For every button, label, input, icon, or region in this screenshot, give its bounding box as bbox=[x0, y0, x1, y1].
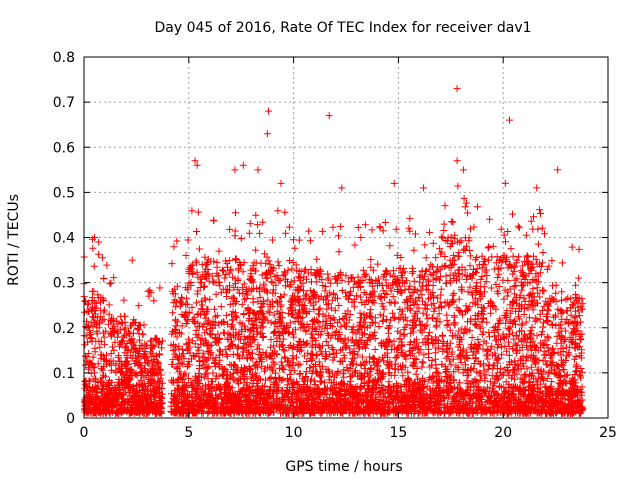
data-point-outlier bbox=[453, 157, 461, 165]
data-point-outlier bbox=[90, 234, 98, 241]
data-point-outlier bbox=[533, 184, 541, 192]
data-point-outlier bbox=[277, 179, 285, 187]
y-tick-label: 0.1 bbox=[53, 366, 75, 382]
data-point-outlier bbox=[239, 161, 247, 169]
x-tick-label: 15 bbox=[389, 425, 407, 441]
data-points bbox=[80, 85, 587, 417]
data-point-outlier bbox=[254, 166, 262, 174]
data-point-outlier bbox=[453, 85, 461, 93]
y-tick-label: 0.6 bbox=[53, 140, 75, 156]
y-tick-label: 0.3 bbox=[53, 276, 75, 292]
chart-title: Day 045 of 2016, Rate Of TEC Index for r… bbox=[154, 20, 531, 36]
data-point-outlier bbox=[575, 274, 583, 282]
data-point-outlier bbox=[193, 161, 201, 169]
axes-layer: 0 5 10 15 20 25 0 0.1 0.2 0.3 0.4 0.5 0.6 0.7 0.8 bbox=[53, 50, 617, 441]
data-point-outlier bbox=[263, 130, 271, 138]
x-tick-label: 0 bbox=[80, 425, 89, 441]
data-point-outlier bbox=[128, 256, 136, 264]
data-point-outlier bbox=[554, 166, 562, 174]
y-tick-label: 0 bbox=[66, 411, 75, 427]
x-tick-label: 5 bbox=[184, 425, 193, 441]
x-tick-label: 25 bbox=[599, 425, 617, 441]
data-point-outlier bbox=[95, 238, 103, 246]
data-point-outlier bbox=[390, 179, 398, 187]
data-point-outlier bbox=[459, 166, 467, 174]
y-tick-label: 0.8 bbox=[53, 50, 75, 66]
y-tick-label: 0.5 bbox=[53, 185, 75, 201]
data-point-outlier bbox=[505, 116, 513, 124]
data-point-outlier bbox=[231, 166, 239, 174]
y-tick-label: 0.2 bbox=[53, 321, 75, 337]
data-point-outlier bbox=[191, 157, 199, 165]
data-point-outlier bbox=[264, 107, 272, 115]
y-tick-label: 0.7 bbox=[53, 95, 75, 111]
data-point-outlier bbox=[420, 184, 428, 192]
x-tick-label: 10 bbox=[285, 425, 303, 441]
x-axis-label: GPS time / hours bbox=[285, 459, 402, 475]
data-point-outlier bbox=[501, 179, 509, 187]
data-point-outlier bbox=[338, 184, 346, 192]
data-point-outlier bbox=[325, 112, 333, 120]
y-tick-label: 0.4 bbox=[53, 231, 75, 247]
x-tick-label: 20 bbox=[494, 425, 512, 441]
y-axis-label: ROTI / TECUs bbox=[6, 194, 22, 286]
